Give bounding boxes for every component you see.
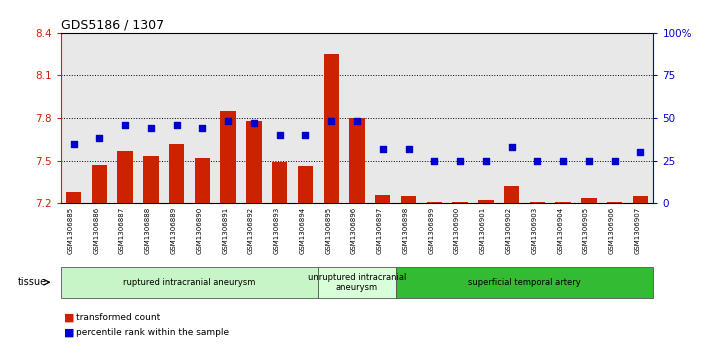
Text: GSM1306891: GSM1306891 xyxy=(222,207,228,254)
Text: ■: ■ xyxy=(64,313,75,323)
Point xyxy=(94,135,105,141)
Text: GSM1306907: GSM1306907 xyxy=(635,207,640,254)
Text: GSM1306902: GSM1306902 xyxy=(506,207,512,254)
Text: GSM1306900: GSM1306900 xyxy=(454,207,460,254)
Text: ruptured intracranial aneurysm: ruptured intracranial aneurysm xyxy=(124,278,256,287)
Text: GSM1306894: GSM1306894 xyxy=(299,207,306,254)
Point xyxy=(454,158,466,163)
Bar xyxy=(298,166,313,203)
Bar xyxy=(633,196,648,203)
Bar xyxy=(91,165,107,203)
Text: unruptured intracranial
aneurysm: unruptured intracranial aneurysm xyxy=(308,273,406,292)
Text: GSM1306886: GSM1306886 xyxy=(94,207,99,254)
Point xyxy=(171,122,182,128)
Bar xyxy=(169,143,184,203)
Text: GSM1306906: GSM1306906 xyxy=(608,207,615,254)
Text: superficial temporal artery: superficial temporal artery xyxy=(468,278,581,287)
Bar xyxy=(246,121,261,203)
Bar xyxy=(581,197,597,203)
Bar xyxy=(453,202,468,203)
Bar xyxy=(530,202,545,203)
Point xyxy=(300,132,311,138)
Bar xyxy=(221,111,236,203)
Text: transformed count: transformed count xyxy=(76,313,161,322)
Point xyxy=(480,158,491,163)
Bar xyxy=(66,192,81,203)
Bar xyxy=(349,118,365,203)
Bar xyxy=(272,162,288,203)
Point xyxy=(583,158,595,163)
Text: GSM1306887: GSM1306887 xyxy=(119,207,125,254)
Text: tissue: tissue xyxy=(18,277,47,287)
Point xyxy=(68,141,79,147)
Bar xyxy=(555,202,571,203)
Point xyxy=(119,122,131,128)
Point xyxy=(377,146,388,152)
Text: GSM1306889: GSM1306889 xyxy=(171,207,176,254)
Point xyxy=(145,125,156,131)
Bar xyxy=(375,195,391,203)
Text: GSM1306901: GSM1306901 xyxy=(480,207,486,254)
Point xyxy=(428,158,440,163)
Bar xyxy=(504,186,519,203)
Point xyxy=(248,120,260,126)
Point xyxy=(223,118,234,124)
Text: GSM1306895: GSM1306895 xyxy=(326,207,331,254)
Point xyxy=(532,158,543,163)
Text: GSM1306892: GSM1306892 xyxy=(248,207,254,254)
Point xyxy=(403,146,414,152)
Bar xyxy=(143,156,159,203)
Point xyxy=(558,158,569,163)
Point xyxy=(506,144,518,150)
Text: GSM1306898: GSM1306898 xyxy=(403,207,408,254)
Bar xyxy=(401,196,416,203)
Bar xyxy=(195,158,210,203)
Text: percentile rank within the sample: percentile rank within the sample xyxy=(76,328,229,337)
Point xyxy=(351,118,363,124)
Bar xyxy=(117,151,133,203)
Point xyxy=(326,118,337,124)
Text: GSM1306893: GSM1306893 xyxy=(273,207,280,254)
Text: GSM1306903: GSM1306903 xyxy=(531,207,538,254)
Text: GSM1306897: GSM1306897 xyxy=(377,207,383,254)
Bar xyxy=(478,200,493,203)
Point xyxy=(609,158,620,163)
Bar xyxy=(323,54,339,203)
Text: GDS5186 / 1307: GDS5186 / 1307 xyxy=(61,19,164,32)
Text: GSM1306885: GSM1306885 xyxy=(68,207,74,254)
Text: GSM1306905: GSM1306905 xyxy=(583,207,589,254)
Bar xyxy=(607,202,623,203)
Point xyxy=(274,132,286,138)
Text: GSM1306896: GSM1306896 xyxy=(351,207,357,254)
Text: GSM1306888: GSM1306888 xyxy=(145,207,151,254)
Bar xyxy=(426,202,442,203)
Text: GSM1306890: GSM1306890 xyxy=(196,207,202,254)
Text: ■: ■ xyxy=(64,327,75,337)
Point xyxy=(196,125,208,131)
Point xyxy=(635,149,646,155)
Text: GSM1306904: GSM1306904 xyxy=(557,207,563,254)
Text: GSM1306899: GSM1306899 xyxy=(428,207,434,254)
